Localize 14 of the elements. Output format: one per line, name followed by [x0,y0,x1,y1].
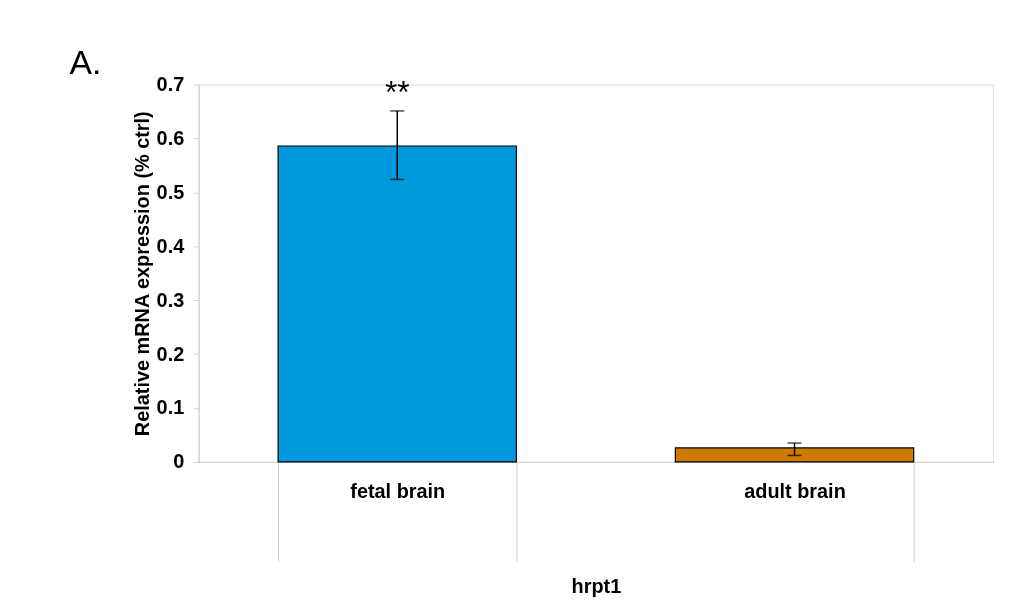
y-axis-title: Relative mRNA expression (% ctrl) [130,111,153,437]
y-tick-label: 0.3 [156,288,185,311]
y-tick-label: 0.4 [156,234,185,257]
annotation: ** [384,74,410,111]
y-tick-label: 0 [173,450,185,473]
y-tick-label: 0.6 [156,126,185,149]
y-tick-label: 0.2 [156,342,185,365]
y-tick-label: 0.5 [156,180,185,203]
x-axis-title: hrpt1 [571,575,622,598]
y-tick-label: 0.1 [156,396,185,419]
y-tick-label: 0.7 [156,72,185,95]
text: A. [69,42,102,81]
x-tick-label: fetal brain [350,480,446,503]
x-tick-label: adult brain [744,480,846,503]
